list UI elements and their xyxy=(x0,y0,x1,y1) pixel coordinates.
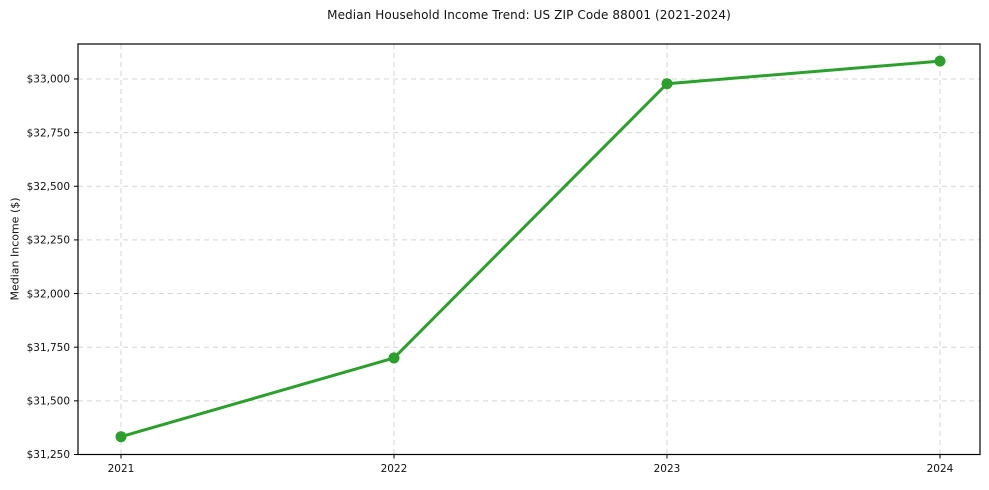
income-trend-line xyxy=(119,59,942,439)
y-tick-label: $33,000 xyxy=(27,74,70,86)
axes-frame xyxy=(77,43,981,456)
y-tick-label: $31,750 xyxy=(27,342,70,354)
data-point-2021 xyxy=(115,431,127,443)
data-point-2023 xyxy=(661,78,673,90)
data-point-2024 xyxy=(934,55,946,67)
x-tick-label: 2022 xyxy=(381,463,408,475)
y-tick-label: $31,250 xyxy=(27,449,70,461)
y-tick-label: $32,000 xyxy=(27,288,70,300)
x-tick-label: 2023 xyxy=(654,463,681,475)
x-tick-label: 2024 xyxy=(927,463,954,475)
y-tick-label: $32,750 xyxy=(27,127,70,139)
chart-title: Median Household Income Trend: US ZIP Co… xyxy=(327,8,731,22)
y-tick-label: $32,500 xyxy=(27,181,70,193)
data-point-2022 xyxy=(388,352,400,364)
x-tick-label: 2021 xyxy=(108,463,135,475)
y-tick-label: $31,500 xyxy=(27,396,70,408)
y-tick-label: $32,250 xyxy=(27,235,70,247)
